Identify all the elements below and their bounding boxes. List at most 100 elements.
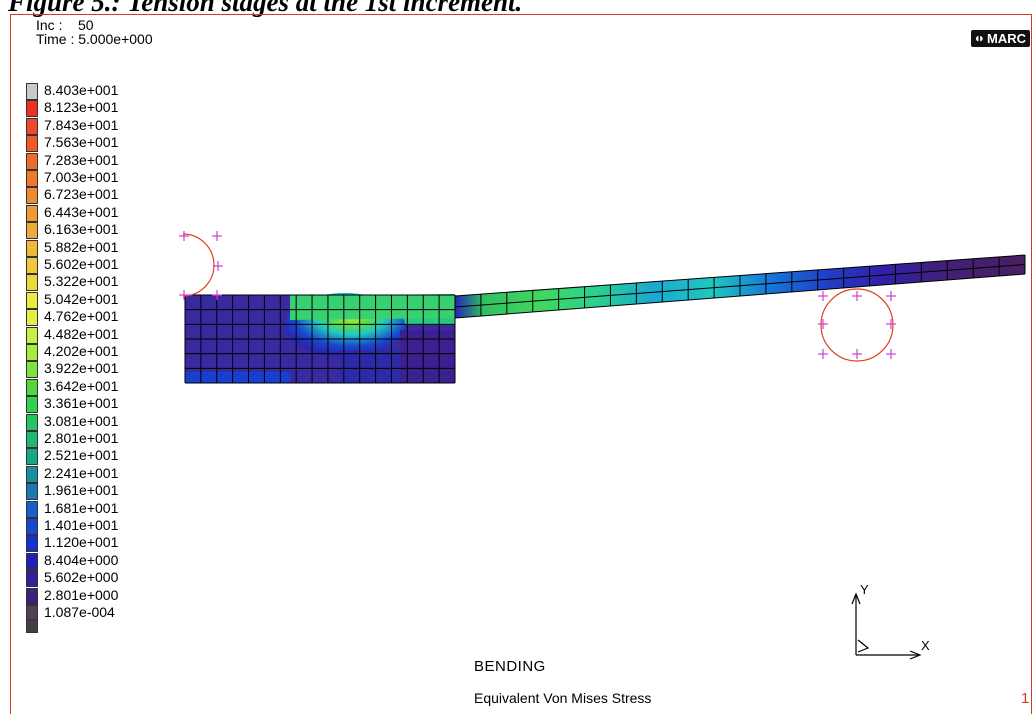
legend-value: 2.801e+001 bbox=[44, 430, 119, 446]
legend-value: 1.961e+001 bbox=[44, 482, 119, 499]
legend-swatch bbox=[26, 465, 38, 483]
legend-swatch bbox=[26, 431, 38, 448]
legend-row: 6.443e+001 bbox=[26, 204, 196, 222]
legend-value: 4.482e+001 bbox=[44, 325, 119, 342]
marc-logo-text: MARC bbox=[987, 31, 1026, 46]
legend-swatch bbox=[26, 396, 38, 414]
legend-swatch bbox=[26, 257, 38, 274]
legend-row: 3.361e+001 bbox=[26, 395, 196, 414]
node-marker bbox=[886, 349, 896, 359]
legend-value: 3.642e+001 bbox=[44, 377, 119, 394]
legend-swatch bbox=[26, 83, 38, 100]
legend-value: 2.241e+001 bbox=[44, 464, 119, 481]
legend-row: 7.283e+001 bbox=[26, 152, 196, 170]
legend-row: 5.602e+000 bbox=[26, 569, 196, 588]
legend-row: 5.042e+001 bbox=[26, 291, 196, 309]
legend-swatch bbox=[26, 518, 38, 535]
legend-swatch bbox=[26, 448, 38, 466]
legend-value: 1.120e+001 bbox=[44, 534, 119, 551]
increment-label: Inc : 50 bbox=[36, 17, 94, 33]
legend-row: 5.882e+001 bbox=[26, 239, 196, 257]
legend-row: 1.087e-004 bbox=[26, 604, 196, 622]
legend-swatch bbox=[26, 535, 38, 553]
node-marker bbox=[179, 290, 189, 300]
legend-swatch bbox=[26, 291, 38, 309]
legend-swatch bbox=[26, 413, 38, 431]
legend-value: 3.081e+001 bbox=[44, 412, 119, 429]
node-marker bbox=[212, 231, 222, 241]
viewport-frame bbox=[10, 14, 1032, 714]
beam bbox=[290, 255, 1025, 320]
legend-value: 8.404e+000 bbox=[44, 551, 119, 568]
node-marker bbox=[818, 319, 828, 329]
legend-swatch bbox=[26, 361, 38, 379]
legend-value: 7.563e+001 bbox=[44, 134, 119, 151]
node-marker bbox=[852, 291, 862, 301]
legend-value: 4.202e+001 bbox=[44, 343, 119, 359]
node-markers bbox=[179, 231, 896, 359]
mesh-line bbox=[454, 264, 1026, 308]
legend-row: 1.961e+001 bbox=[26, 482, 196, 501]
time-label: Time : 5.000e+000 bbox=[36, 31, 153, 47]
marc-logo-icon: ◖◗ bbox=[973, 31, 985, 45]
legend-swatch bbox=[26, 239, 38, 257]
legend-row: 6.163e+001 bbox=[26, 221, 196, 240]
legend-row: 2.241e+001 bbox=[26, 464, 196, 483]
node-marker bbox=[886, 319, 896, 329]
mesh-line bbox=[454, 273, 1026, 319]
legend-value: 5.322e+001 bbox=[44, 273, 119, 290]
result-name: Equivalent Von Mises Stress bbox=[474, 690, 652, 706]
node-marker bbox=[818, 349, 828, 359]
node-marker bbox=[852, 349, 862, 359]
legend-swatch bbox=[26, 170, 38, 187]
legend-value: 8.123e+001 bbox=[44, 99, 119, 116]
legend-swatch bbox=[26, 344, 38, 361]
legend-swatch bbox=[26, 187, 38, 205]
legend-value: 8.403e+001 bbox=[44, 82, 119, 98]
legend-row: 4.762e+001 bbox=[26, 308, 196, 327]
legend-swatch bbox=[26, 552, 38, 570]
mesh-line bbox=[454, 254, 1026, 297]
legend-value: 7.003e+001 bbox=[44, 169, 119, 185]
legend-value: 1.681e+001 bbox=[44, 499, 119, 516]
legend-row: 4.202e+001 bbox=[26, 343, 196, 361]
node-marker bbox=[818, 291, 828, 301]
legend-row: 8.403e+001 bbox=[26, 82, 196, 100]
legend-swatch bbox=[26, 152, 38, 170]
legend-row: 1.681e+001 bbox=[26, 499, 196, 518]
legend-row: 8.404e+000 bbox=[26, 551, 196, 570]
legend-value: 2.801e+000 bbox=[44, 586, 119, 603]
legend-value: 3.361e+001 bbox=[44, 395, 119, 412]
node-marker bbox=[179, 231, 189, 241]
y-axis-label: Y bbox=[860, 582, 869, 597]
legend-swatch bbox=[26, 378, 38, 396]
legend-swatch bbox=[26, 117, 38, 135]
legend-row: 6.723e+001 bbox=[26, 186, 196, 205]
legend-value: 5.602e+000 bbox=[44, 569, 119, 586]
left-roller bbox=[182, 233, 215, 297]
legend-row: 4.482e+001 bbox=[26, 325, 196, 344]
legend-row: 7.563e+001 bbox=[26, 134, 196, 153]
node-marker bbox=[213, 261, 223, 271]
legend-row: 5.602e+001 bbox=[26, 256, 196, 274]
legend-value: 6.723e+001 bbox=[44, 186, 119, 203]
legend-value: 3.922e+001 bbox=[44, 360, 119, 377]
legend-swatch bbox=[26, 309, 38, 327]
legend-row: 7.843e+001 bbox=[26, 117, 196, 135]
x-axis-label: X bbox=[921, 638, 930, 653]
legend-swatch bbox=[26, 135, 38, 153]
model-title: BENDING bbox=[474, 658, 546, 675]
legend-swatch bbox=[26, 619, 38, 634]
legend-row: 7.003e+001 bbox=[26, 169, 196, 187]
legend-row: 1.401e+001 bbox=[26, 517, 196, 535]
coordinate-axes bbox=[851, 592, 922, 660]
legend-swatch bbox=[26, 204, 38, 222]
legend-swatch bbox=[26, 500, 38, 518]
legend-swatch bbox=[26, 222, 38, 240]
legend-swatch bbox=[26, 587, 38, 605]
legend-swatch bbox=[26, 326, 38, 344]
legend-swatch bbox=[26, 274, 38, 292]
mesh-lines bbox=[184, 254, 1026, 384]
legend-row: 2.801e+001 bbox=[26, 430, 196, 448]
